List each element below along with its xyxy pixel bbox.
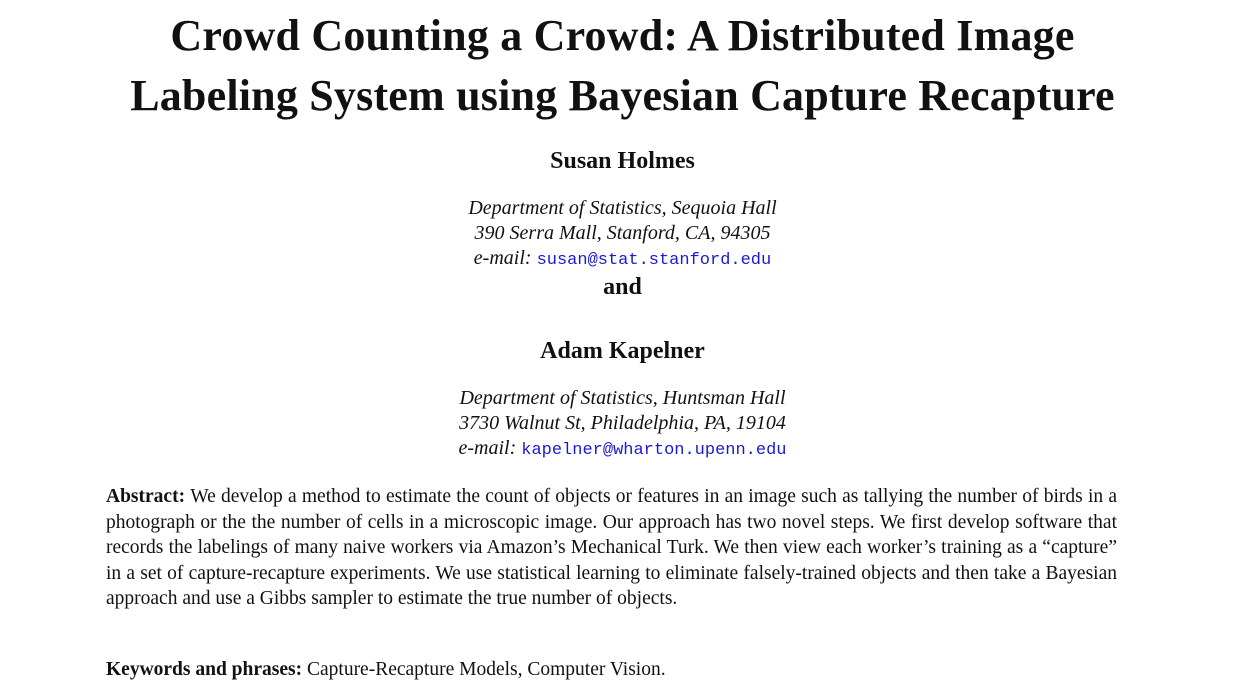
paper-title: Crowd Counting a Crowd: A Distributed Im…: [0, 6, 1245, 126]
author-2-affil-line-2: 3730 Walnut St, Philadelphia, PA, 19104: [459, 412, 786, 434]
author-2-email-label: e-mail:: [458, 437, 522, 459]
abstract-text: We develop a method to estimate the coun…: [106, 486, 1117, 609]
author-2-email-link[interactable]: kapelner@wharton.upenn.edu: [521, 441, 787, 460]
author-2-affil-line-1: Department of Statistics, Huntsman Hall: [459, 387, 786, 409]
abstract-label: Abstract:: [106, 486, 191, 507]
author-1-affil-line-1: Department of Statistics, Sequoia Hall: [468, 197, 777, 219]
author-1-email-row: e-mail: susan@stat.stanford.edu: [0, 246, 1245, 273]
keywords-label: Keywords and phrases:: [106, 659, 307, 680]
author-2-email-row: e-mail: kapelner@wharton.upenn.edu: [0, 436, 1245, 463]
title-line-2: Labeling System using Bayesian Capture R…: [130, 71, 1115, 120]
author-1-email-label: e-mail:: [473, 247, 537, 269]
author-name-1: Susan Holmes: [550, 148, 695, 174]
keywords-text: Capture-Recapture Models, Computer Visio…: [306, 659, 666, 680]
title-line-1: Crowd Counting a Crowd: A Distributed Im…: [170, 11, 1075, 60]
author-name-2: Adam Kapelner: [540, 338, 705, 364]
author-1-email-link[interactable]: susan@stat.stanford.edu: [536, 251, 772, 270]
abstract-block: Abstract: We develop a method to estimat…: [106, 484, 1117, 612]
author-1-affiliation: Department of Statistics, Sequoia Hall 3…: [0, 196, 1245, 273]
author-2-affiliation: Department of Statistics, Huntsman Hall …: [0, 386, 1245, 463]
keywords-block: Keywords and phrases: Capture-Recapture …: [106, 657, 1117, 682]
and-separator: and: [603, 274, 642, 300]
author-1-affil-line-2: 390 Serra Mall, Stanford, CA, 94305: [474, 222, 771, 244]
